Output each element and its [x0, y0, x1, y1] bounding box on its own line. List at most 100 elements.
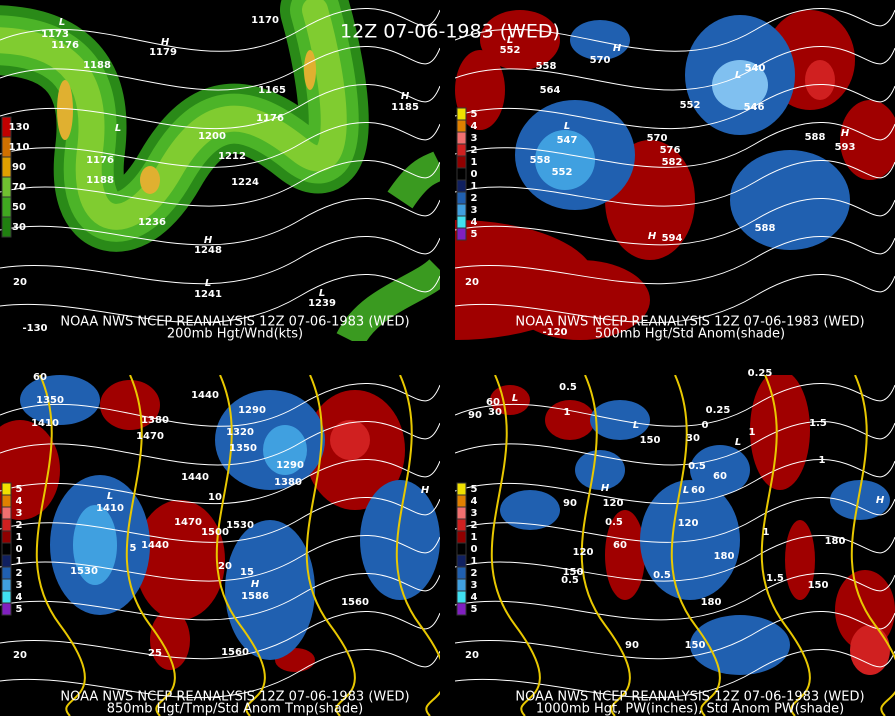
legend-label: 1 — [471, 157, 478, 168]
legend-label: 2 — [471, 193, 478, 204]
contour-label: 1470 — [136, 431, 164, 442]
height-contour — [455, 84, 895, 130]
height-contour — [0, 421, 440, 466]
anomaly — [490, 385, 530, 415]
contour-label: 25 — [148, 648, 162, 659]
legend-label: 4 — [16, 592, 23, 603]
contour-label: 1440 — [191, 390, 219, 401]
height-contour — [0, 8, 440, 52]
contour-label: 0.5 — [688, 461, 706, 472]
contour-label: 20 — [465, 650, 479, 661]
contour-label: 1185 — [391, 102, 419, 113]
height-contour — [0, 459, 440, 505]
contour-label: 60 — [691, 485, 705, 496]
contours — [0, 8, 895, 716]
legend-swatch — [456, 554, 467, 568]
anomaly — [20, 375, 100, 425]
height-contour — [455, 122, 895, 168]
contour-label: 1440 — [141, 540, 169, 551]
contour-label: 1.5 — [766, 573, 784, 584]
contour-label: 1560 — [341, 597, 369, 608]
contour-label: 1290 — [238, 405, 266, 416]
anomaly — [135, 500, 225, 620]
contour-label: 594 — [662, 233, 683, 244]
anomaly — [330, 420, 370, 460]
anomaly — [840, 100, 895, 180]
contour-label: 588 — [755, 223, 776, 234]
contour-label: 5 — [130, 543, 137, 554]
anomaly — [750, 375, 810, 490]
wind-max — [304, 50, 316, 90]
panel-1 — [0, 0, 440, 341]
contour-label: 1350 — [229, 443, 257, 454]
contour-label: 60 — [33, 372, 47, 383]
contour-label: 0.5 — [605, 517, 623, 528]
legend-label: 1 — [16, 532, 23, 543]
anomaly — [730, 150, 850, 250]
contour-label: 570 — [647, 133, 668, 144]
contour-label: 120 — [573, 547, 594, 558]
anomaly — [690, 445, 750, 495]
panel-lines-3 — [0, 375, 440, 716]
panel-caption: 1000mb Hgt, PW(inches), Std Anom PW(shad… — [536, 702, 844, 716]
legend-swatch — [1, 216, 12, 238]
contour-label: 552 — [680, 100, 701, 111]
contour-label: L — [59, 17, 65, 28]
panel-caption: NOAA NWS NCEP REANALYSIS 12Z 07-06-1983 … — [515, 690, 864, 705]
contour-label: 1320 — [226, 427, 254, 438]
contour-label: 1586 — [241, 591, 269, 602]
legend-label: 2 — [471, 520, 478, 531]
contour-label: 1200 — [198, 131, 226, 142]
legend-swatch — [456, 107, 467, 121]
anomaly — [712, 60, 768, 110]
legend-swatch — [1, 566, 12, 580]
height-contour — [0, 236, 440, 285]
contour-label: 547 — [557, 135, 578, 146]
anomaly — [570, 20, 630, 60]
legend-swatch — [456, 119, 467, 133]
contour-label: 1380 — [141, 415, 169, 426]
wind-max — [57, 80, 73, 140]
contour-label: 60 — [486, 397, 500, 408]
contour-label: 1560 — [221, 647, 249, 658]
contour-label: H — [841, 128, 850, 139]
legend-swatch — [456, 215, 467, 229]
contour-label: 1176 — [51, 40, 79, 51]
contour-label: 1.5 — [809, 418, 827, 429]
legend-label: 2 — [471, 145, 478, 156]
contour-label: 0.5 — [559, 382, 577, 393]
contour-label: 564 — [540, 85, 561, 96]
contour-label: L — [512, 393, 518, 404]
legend-label: 2 — [16, 568, 23, 579]
contour-label: 0.5 — [653, 570, 671, 581]
legend-label: 110 — [9, 142, 30, 153]
panel-lines-4 — [455, 375, 895, 716]
contour-label: 20 — [13, 277, 27, 288]
legend-label: 5 — [471, 604, 478, 615]
contour-label: 180 — [714, 551, 735, 562]
legend-swatch — [456, 566, 467, 580]
height-contour — [0, 573, 440, 621]
legend-label: 3 — [471, 580, 478, 591]
contour-label: 10 — [208, 492, 222, 503]
contour-label: 1188 — [83, 60, 111, 71]
legend-label: 4 — [471, 217, 478, 228]
yellow-contour — [305, 375, 356, 716]
contour-label: 552 — [500, 45, 521, 56]
legend-swatch — [1, 554, 12, 568]
contour-label: L — [507, 35, 513, 46]
legend-swatch — [456, 578, 467, 592]
height-contour — [455, 535, 895, 582]
legend-label: 4 — [471, 496, 478, 507]
legend-label: 1 — [471, 556, 478, 567]
height-contour — [455, 383, 895, 427]
yellow-contour — [395, 375, 440, 716]
contour-label: -130 — [22, 323, 47, 334]
height-contour — [455, 649, 895, 699]
contour-label: 0 — [702, 420, 709, 431]
contour-label: L — [205, 278, 211, 289]
contour-label: 1170 — [251, 15, 279, 26]
anomaly — [100, 380, 160, 430]
contour-label: 588 — [805, 132, 826, 143]
